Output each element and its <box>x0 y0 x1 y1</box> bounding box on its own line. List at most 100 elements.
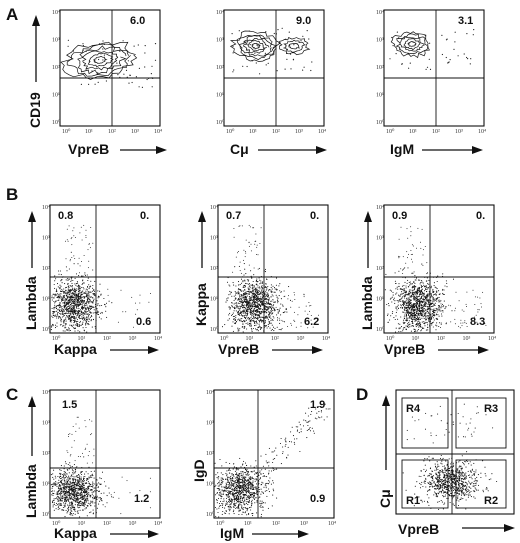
data-point <box>248 323 251 325</box>
data-point <box>87 478 89 480</box>
data-point <box>63 479 66 481</box>
data-point <box>228 314 230 316</box>
data-point <box>251 320 253 322</box>
data-point <box>260 300 262 302</box>
y-tick-label: 10³ <box>42 236 50 242</box>
data-point <box>393 317 395 319</box>
data-point <box>255 304 257 306</box>
data-point <box>54 280 56 282</box>
data-point <box>80 497 82 499</box>
data-point <box>240 318 242 320</box>
data-point <box>249 309 252 311</box>
data-point <box>439 308 441 310</box>
data-point <box>407 326 409 328</box>
data-point <box>56 310 58 312</box>
data-point <box>400 304 402 306</box>
data-point <box>426 296 428 298</box>
data-point <box>67 45 69 47</box>
data-point <box>405 325 407 327</box>
data-point <box>82 302 84 304</box>
data-point <box>254 293 257 296</box>
data-point <box>91 496 94 499</box>
data-point <box>63 495 65 497</box>
data-point <box>70 277 72 279</box>
data-point <box>246 283 248 285</box>
data-point <box>81 283 83 286</box>
data-point <box>243 292 245 294</box>
data-point <box>434 302 436 304</box>
data-point <box>74 300 76 302</box>
data-point <box>88 493 90 495</box>
data-point <box>56 483 58 485</box>
data-point <box>252 319 254 322</box>
data-point <box>414 282 416 284</box>
data-point <box>258 277 260 279</box>
data-point <box>405 328 407 330</box>
data-point <box>258 267 260 269</box>
data-point <box>65 298 67 300</box>
data-point <box>64 474 67 476</box>
data-point <box>54 287 56 289</box>
y-tick-label: 10³ <box>376 236 384 242</box>
data-point <box>85 290 87 292</box>
data-point <box>65 305 67 307</box>
data-point <box>151 86 153 88</box>
data-point <box>246 298 248 300</box>
data-point <box>427 307 429 309</box>
data-point <box>53 493 55 495</box>
data-point <box>85 426 87 428</box>
data-point <box>86 443 88 445</box>
data-point <box>431 305 433 307</box>
data-point <box>433 319 435 321</box>
data-point <box>72 302 74 304</box>
data-point <box>267 299 269 300</box>
data-point <box>243 300 246 302</box>
data-point <box>65 312 67 314</box>
data-point <box>405 298 407 300</box>
data-point <box>239 296 241 298</box>
data-point <box>272 305 274 307</box>
y-tick-label: 10³ <box>216 38 224 44</box>
data-point <box>74 312 76 314</box>
data-point <box>247 310 249 312</box>
data-point <box>91 491 93 493</box>
data-point <box>78 427 80 429</box>
data-point <box>233 310 235 312</box>
data-point <box>238 265 240 267</box>
data-point <box>409 284 411 286</box>
data-point <box>57 270 60 272</box>
data-point <box>66 301 68 303</box>
data-point <box>236 303 238 305</box>
data-point <box>73 499 75 501</box>
quadrant-upper-left: 0.9 <box>392 210 407 222</box>
data-point <box>74 488 76 490</box>
data-point <box>438 296 440 299</box>
data-point <box>235 297 237 299</box>
data-point <box>138 86 140 88</box>
data-point <box>74 483 76 486</box>
data-point <box>436 322 438 324</box>
data-point <box>275 289 278 291</box>
data-point <box>70 476 72 478</box>
data-point <box>72 479 74 482</box>
data-point <box>245 296 247 298</box>
data-point <box>76 318 78 320</box>
data-point <box>75 470 77 472</box>
data-point <box>238 489 241 491</box>
data-point <box>85 320 87 322</box>
data-point <box>65 489 68 491</box>
data-point <box>67 290 69 292</box>
data-point <box>84 476 86 478</box>
data-point <box>253 304 255 306</box>
data-point <box>249 311 251 313</box>
data-point <box>87 481 89 483</box>
data-point <box>78 308 80 310</box>
data-point <box>271 306 273 308</box>
data-point <box>88 61 90 63</box>
data-point <box>266 295 268 297</box>
data-point <box>91 302 93 304</box>
data-point <box>71 325 73 327</box>
data-point <box>282 320 284 322</box>
data-point <box>98 296 100 298</box>
data-point <box>242 300 244 302</box>
